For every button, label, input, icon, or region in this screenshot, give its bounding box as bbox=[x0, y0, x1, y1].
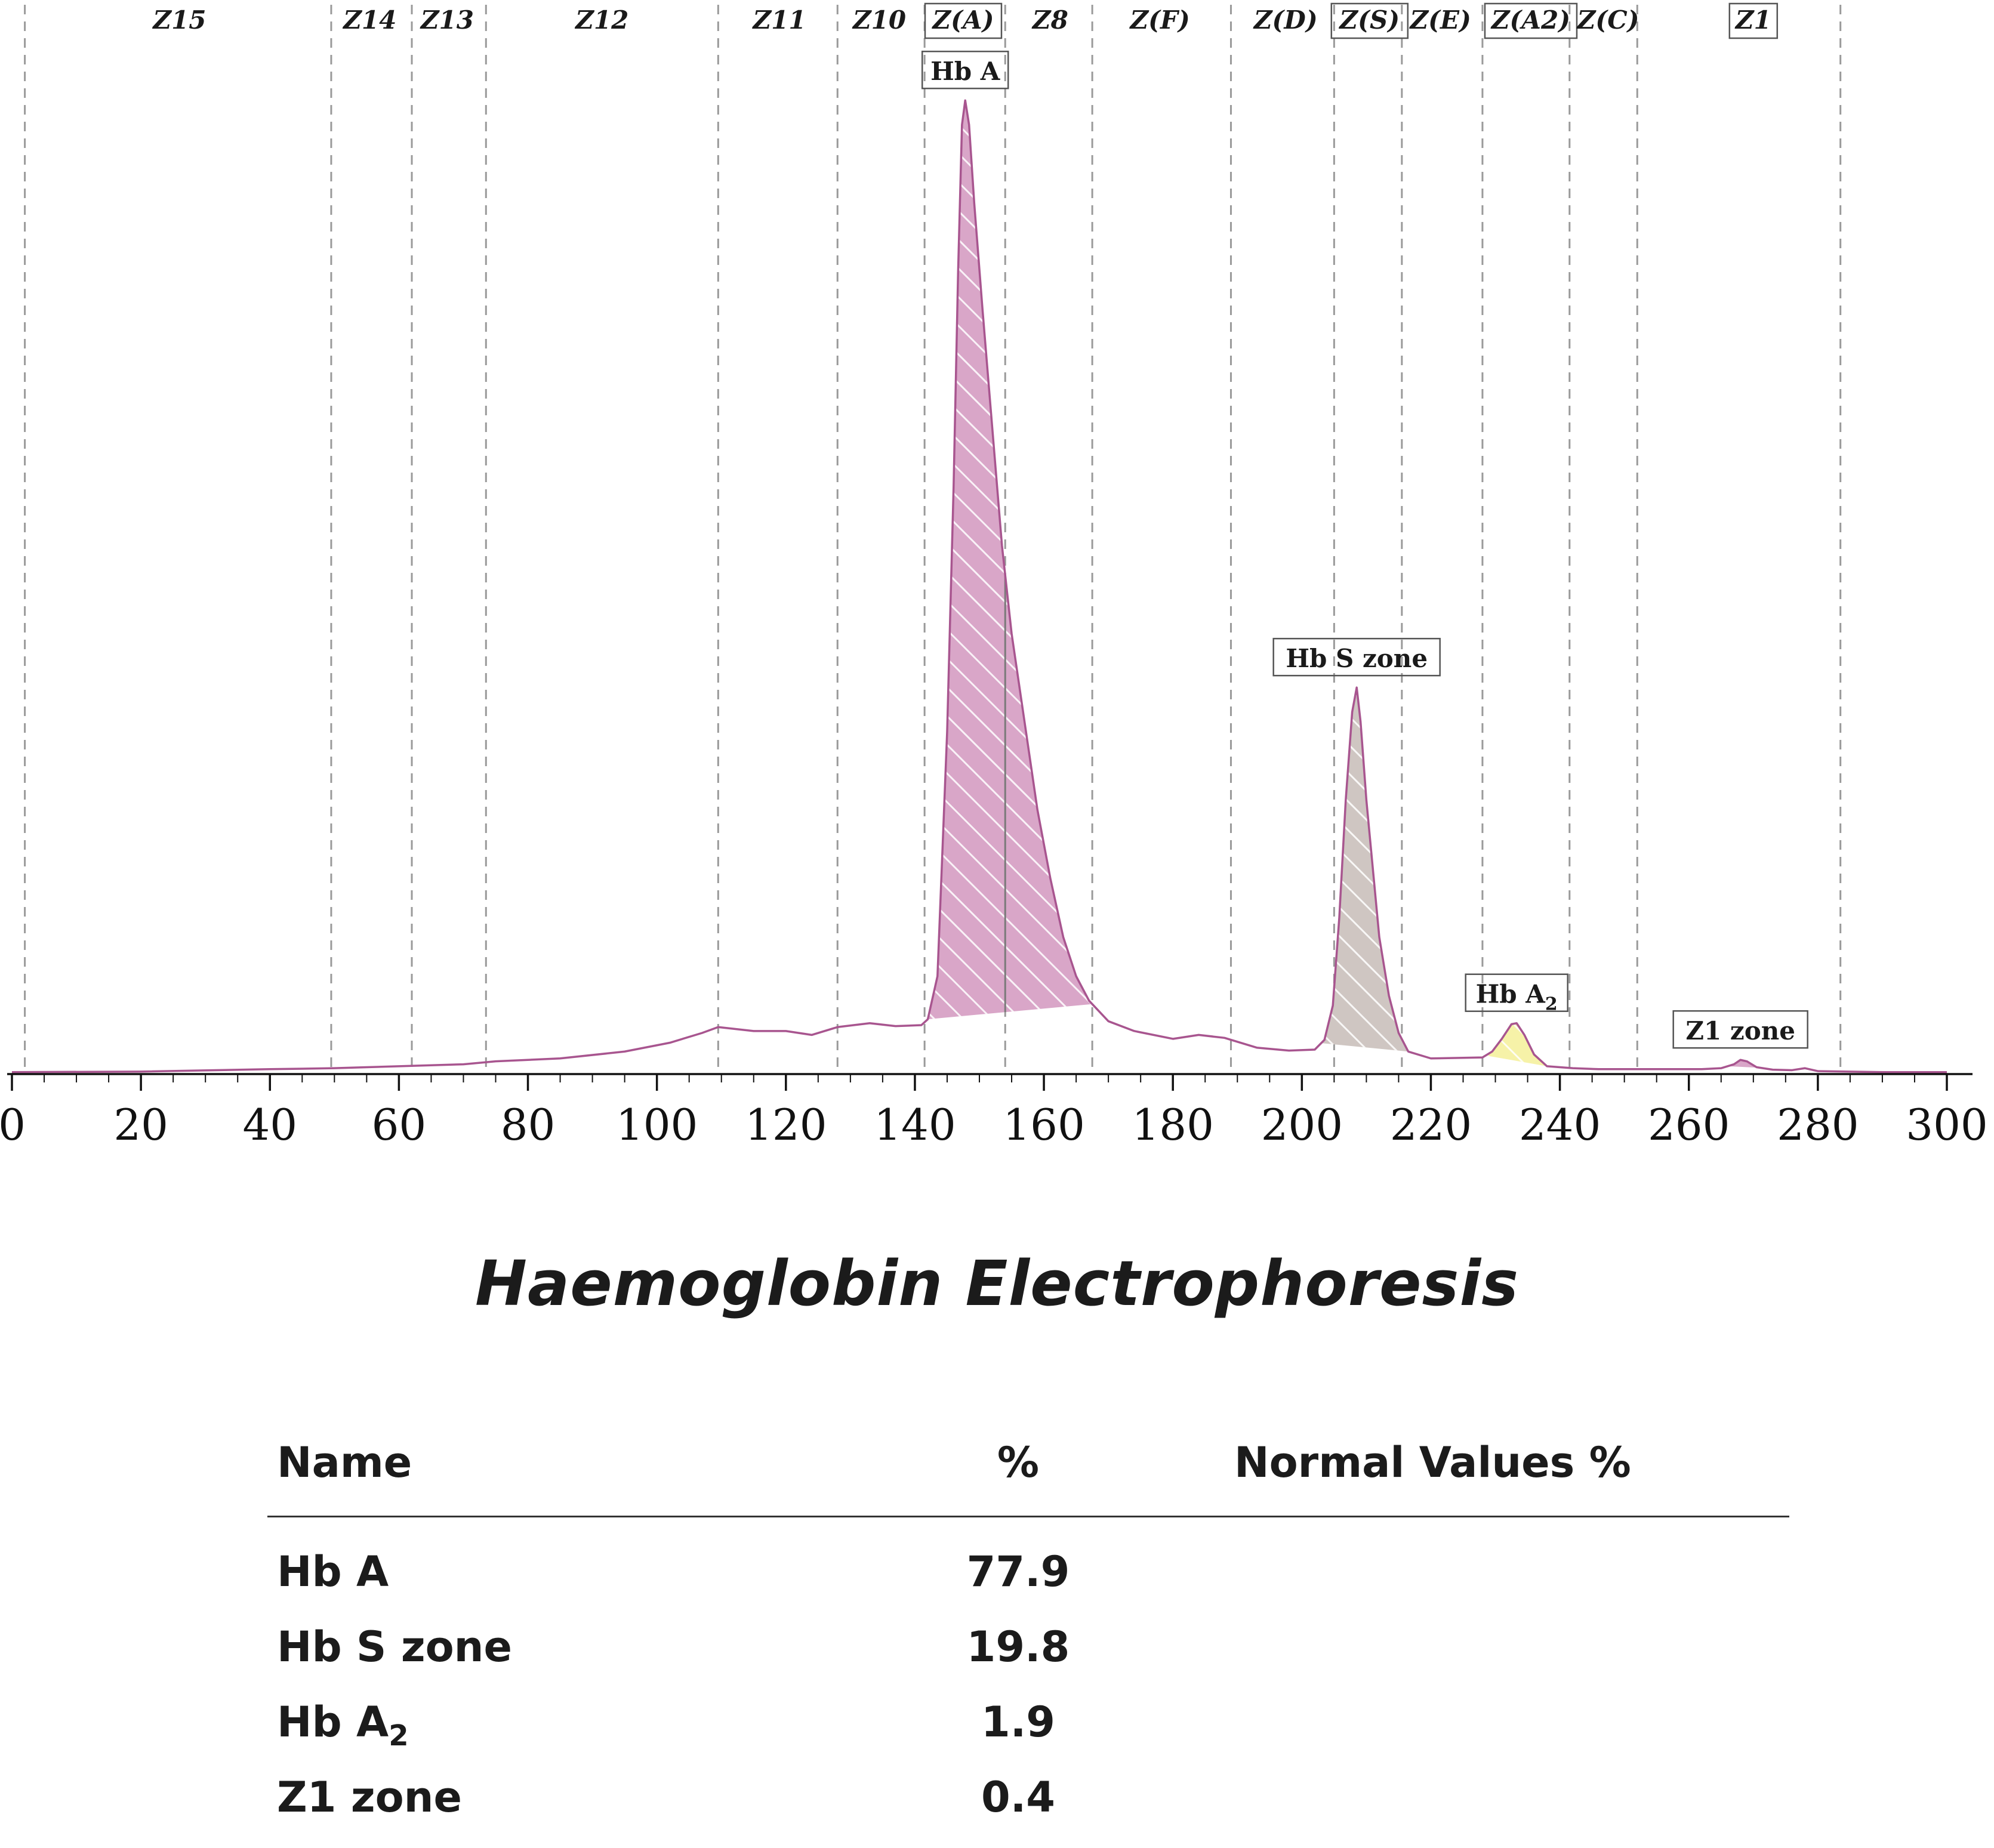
peak-label-box bbox=[1672, 1010, 1808, 1049]
x-tick-label: 140 bbox=[874, 1100, 956, 1150]
column-header-normal-values: Normal Values % bbox=[1234, 1438, 1631, 1487]
peak-hatch bbox=[1486, 1023, 1547, 1066]
zone-label: Z8 bbox=[1031, 5, 1068, 35]
zone-label-box bbox=[924, 2, 1003, 39]
row-percent: 19.8 bbox=[966, 1622, 1070, 1671]
row-name: Hb S zone bbox=[277, 1622, 512, 1671]
zone-label: Z(D) bbox=[1253, 5, 1318, 35]
zone-label: Z(F) bbox=[1129, 5, 1189, 35]
peak-label: Hb A bbox=[930, 57, 1001, 86]
zone-label: Z12 bbox=[574, 5, 628, 35]
peak-label-box bbox=[921, 50, 1009, 90]
zone-label: Z1 bbox=[1734, 5, 1771, 35]
peak-hatch bbox=[1727, 1060, 1760, 1068]
table-header: Name % Normal Values % bbox=[267, 1438, 1789, 1516]
peak-label-box bbox=[1272, 637, 1441, 677]
row-percent: 77.9 bbox=[966, 1547, 1070, 1596]
table-row: Hb A2 1.9 bbox=[267, 1698, 1789, 1773]
peak-label: Hb S zone bbox=[1286, 644, 1428, 673]
zone-labels: Z15 Z14 Z13 Z12 Z11 Z10 Z(A) Z8 Z(F) Z(D) Z(S) Z(E)… bbox=[152, 2, 1779, 39]
zone-label: Z14 bbox=[342, 5, 396, 35]
electrophoresis-curve bbox=[11, 99, 1947, 1073]
zone-label: Z15 bbox=[152, 5, 206, 35]
page-title: Haemoglobin Electrophoresis bbox=[475, 1247, 1519, 1320]
row-percent: 1.9 bbox=[981, 1698, 1055, 1747]
peak-label: Z1 zone bbox=[1685, 1016, 1795, 1045]
peak-hatch bbox=[1321, 687, 1409, 1052]
peak-label-box bbox=[1465, 973, 1568, 1012]
zone-label-box bbox=[1728, 2, 1779, 39]
x-tick-label: 200 bbox=[1261, 1100, 1343, 1150]
row-name: Hb A2 bbox=[277, 1698, 409, 1753]
results-table: Name % Normal Values % Hb A 77.9 Hb S zo… bbox=[267, 1438, 1789, 1848]
x-tick-label: 120 bbox=[745, 1100, 827, 1150]
x-tick-label: 20 bbox=[113, 1100, 168, 1150]
zone-label: Z(C) bbox=[1576, 5, 1639, 35]
table-row: Hb S zone 19.8 bbox=[267, 1622, 1789, 1698]
x-tick-label: 0 bbox=[0, 1100, 26, 1150]
zone-divider-lines bbox=[24, 5, 1842, 1074]
x-tick-label: 280 bbox=[1777, 1100, 1859, 1150]
zone-label: Z(S) bbox=[1338, 5, 1400, 35]
x-tick-label: 180 bbox=[1132, 1100, 1213, 1150]
curve-layer bbox=[11, 99, 1947, 1073]
x-tick-label: 160 bbox=[1003, 1100, 1084, 1150]
electrophoresis-chart: 0 20 40 60 80 100 120 140 160 180 200 220 240 260 280 3… bbox=[0, 2, 1988, 1150]
table-divider bbox=[267, 1516, 1789, 1517]
zone-label: Z13 bbox=[420, 5, 474, 35]
zone-label: Z10 bbox=[852, 5, 906, 35]
zone-label: Z(A2) bbox=[1490, 5, 1570, 35]
x-tick-label: 60 bbox=[372, 1100, 427, 1150]
row-name: Z1 zone bbox=[277, 1773, 462, 1822]
row-percent: 0.4 bbox=[981, 1773, 1055, 1822]
x-tick-label: 260 bbox=[1648, 1100, 1730, 1150]
peak-labels: Hb A Hb S zone Hb A2 Z1 zone bbox=[921, 50, 1808, 1049]
x-tick-label: 300 bbox=[1906, 1100, 1987, 1150]
column-header-name: Name bbox=[277, 1438, 412, 1487]
zone-label: Z11 bbox=[751, 5, 806, 35]
x-tick-label: 40 bbox=[242, 1100, 297, 1150]
peak-hatch bbox=[927, 100, 1093, 1020]
x-tick-label: 80 bbox=[501, 1100, 556, 1150]
zone-label: Z(E) bbox=[1409, 5, 1471, 35]
table-row: Z1 zone 0.4 bbox=[267, 1773, 1789, 1848]
x-tick-label: 240 bbox=[1519, 1100, 1601, 1150]
peak-areas bbox=[927, 100, 1760, 1068]
row-name: Hb A bbox=[277, 1547, 389, 1596]
zone-label-box bbox=[1484, 2, 1578, 39]
x-tick-label: 100 bbox=[616, 1100, 698, 1150]
peak-label: Hb A2 bbox=[1476, 980, 1558, 1015]
zone-label-box bbox=[1330, 2, 1409, 39]
x-tick-label: 220 bbox=[1390, 1100, 1472, 1150]
column-header-percent: % bbox=[997, 1438, 1040, 1487]
x-axis: 0 20 40 60 80 100 120 140 160 180 200 220 240 260 280 3… bbox=[0, 1073, 1988, 1150]
table-row: Hb A 77.9 bbox=[267, 1547, 1789, 1622]
zone-label: Z(A) bbox=[931, 5, 994, 35]
